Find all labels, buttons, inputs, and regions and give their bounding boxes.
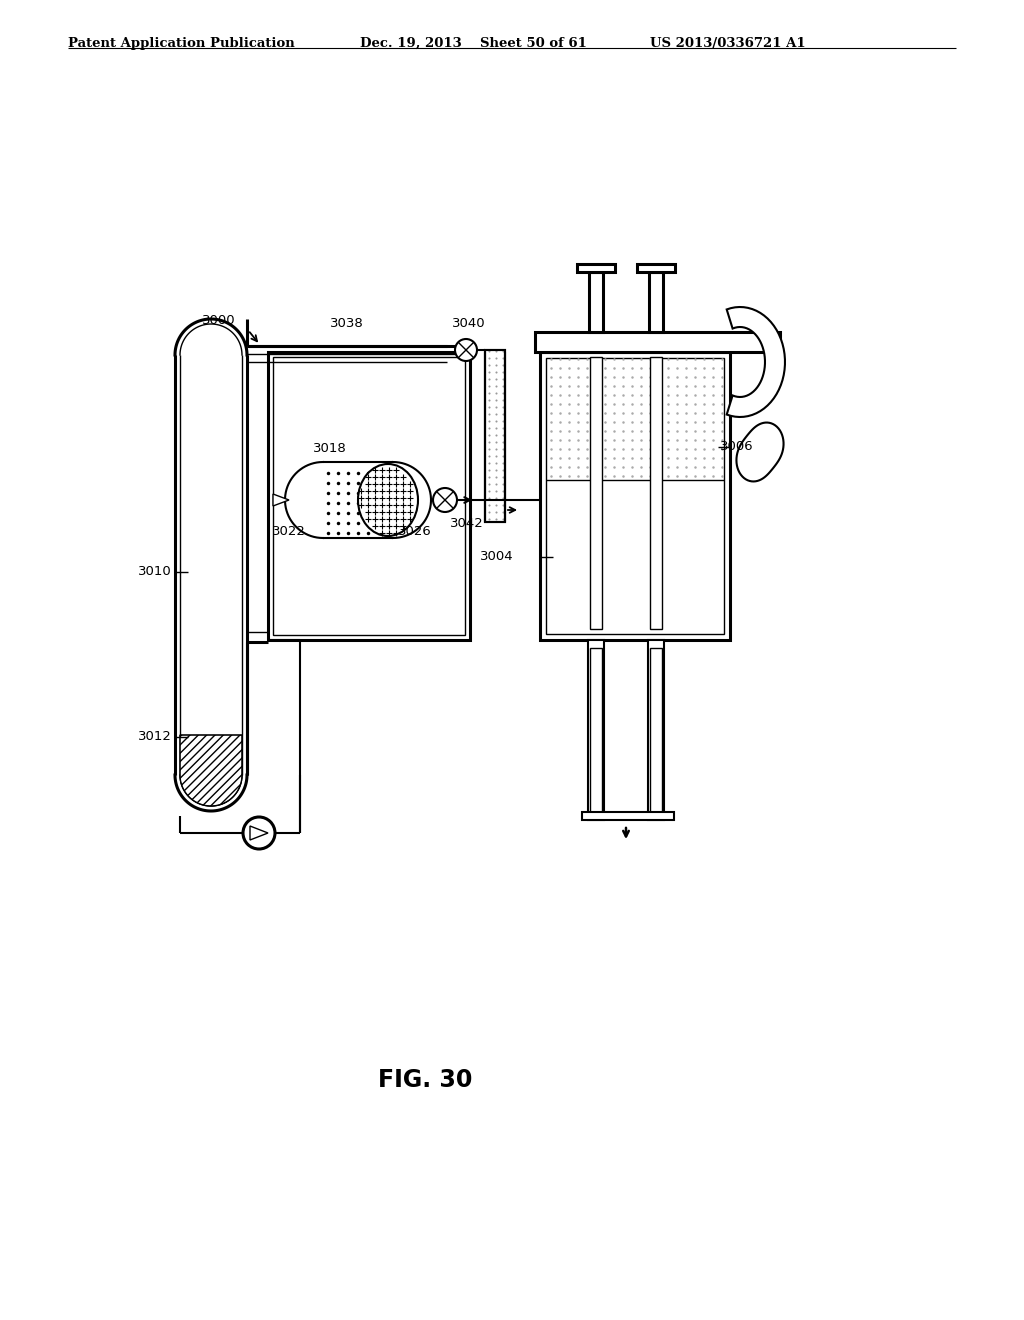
Bar — [577, 264, 615, 272]
Bar — [649, 272, 663, 333]
Text: 3018: 3018 — [313, 442, 347, 455]
Text: Sheet 50 of 61: Sheet 50 of 61 — [480, 37, 587, 50]
Bar — [589, 272, 603, 333]
Circle shape — [455, 339, 477, 360]
Bar — [485, 350, 505, 521]
Circle shape — [243, 817, 275, 849]
Text: 3010: 3010 — [138, 565, 172, 578]
Text: 3000: 3000 — [202, 314, 236, 327]
Polygon shape — [180, 735, 242, 807]
Ellipse shape — [358, 465, 418, 536]
Text: 3038: 3038 — [330, 317, 364, 330]
Polygon shape — [285, 462, 431, 539]
Bar — [546, 358, 724, 634]
Polygon shape — [273, 494, 289, 506]
Bar — [650, 648, 662, 812]
Bar — [590, 648, 602, 812]
Polygon shape — [250, 826, 268, 840]
Text: FIG. 30: FIG. 30 — [378, 1068, 472, 1092]
Bar — [590, 356, 602, 630]
Polygon shape — [727, 308, 785, 417]
Polygon shape — [736, 422, 783, 482]
Bar — [582, 812, 674, 820]
Bar — [648, 640, 664, 820]
Text: US 2013/0336721 A1: US 2013/0336721 A1 — [650, 37, 806, 50]
Bar — [637, 264, 675, 272]
Text: 3012: 3012 — [138, 730, 172, 743]
Bar — [268, 352, 470, 640]
Circle shape — [433, 488, 457, 512]
Text: 3004: 3004 — [480, 550, 514, 564]
Text: Patent Application Publication: Patent Application Publication — [68, 37, 295, 50]
Bar — [650, 356, 662, 630]
Text: 3006: 3006 — [720, 440, 754, 453]
Bar — [273, 356, 465, 635]
Text: 3026: 3026 — [398, 525, 432, 539]
Text: 3022: 3022 — [272, 525, 306, 539]
Text: Dec. 19, 2013: Dec. 19, 2013 — [360, 37, 462, 50]
Text: 3040: 3040 — [452, 317, 485, 330]
Bar — [540, 352, 730, 640]
Bar — [485, 350, 505, 521]
Text: 3042: 3042 — [450, 517, 483, 531]
Bar — [535, 333, 780, 352]
Bar — [588, 640, 604, 820]
